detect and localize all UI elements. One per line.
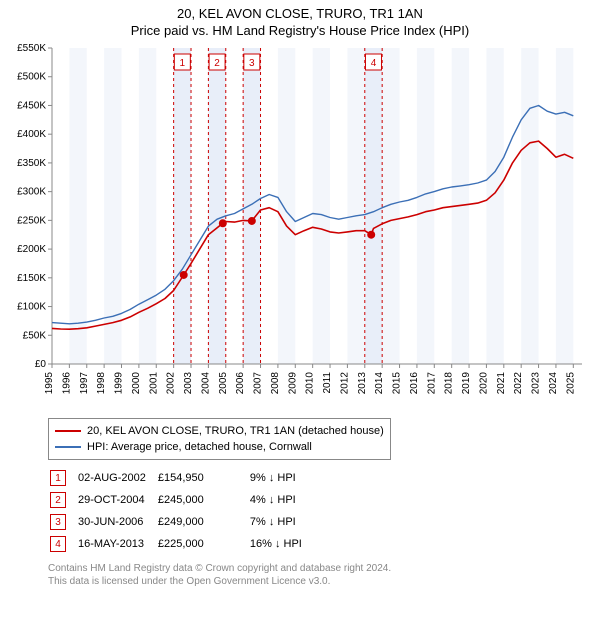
legend-label: HPI: Average price, detached house, Corn… <box>87 439 312 455</box>
sale-price: £154,950 <box>158 468 248 488</box>
title-address: 20, KEL AVON CLOSE, TRURO, TR1 1AN <box>8 6 592 21</box>
legend-swatch <box>55 430 81 432</box>
svg-text:£250K: £250K <box>17 215 46 226</box>
svg-text:£450K: £450K <box>17 100 46 111</box>
footer-line: This data is licensed under the Open Gov… <box>48 575 592 588</box>
svg-text:2007: 2007 <box>253 372 264 395</box>
svg-text:1997: 1997 <box>79 372 90 395</box>
svg-text:£350K: £350K <box>17 158 46 169</box>
svg-text:2004: 2004 <box>200 372 211 395</box>
footer-line: Contains HM Land Registry data © Crown c… <box>48 562 592 575</box>
svg-text:2006: 2006 <box>235 372 246 395</box>
svg-text:2019: 2019 <box>461 372 472 395</box>
svg-text:2025: 2025 <box>565 372 576 395</box>
table-row: 2 29-OCT-2004£245,0004% ↓ HPI <box>50 490 312 510</box>
sale-delta: 9% ↓ HPI <box>250 468 312 488</box>
chart-legend: 20, KEL AVON CLOSE, TRURO, TR1 1AN (deta… <box>48 418 391 460</box>
svg-text:2009: 2009 <box>287 372 298 395</box>
svg-text:2018: 2018 <box>444 372 455 395</box>
svg-text:2001: 2001 <box>148 372 159 395</box>
svg-text:1999: 1999 <box>114 372 125 395</box>
svg-text:£400K: £400K <box>17 129 46 140</box>
svg-text:2002: 2002 <box>166 372 177 395</box>
svg-text:2022: 2022 <box>513 372 524 395</box>
svg-text:2012: 2012 <box>339 372 350 395</box>
svg-text:2010: 2010 <box>305 372 316 395</box>
sale-date: 16-MAY-2013 <box>78 534 156 554</box>
svg-text:2020: 2020 <box>478 372 489 395</box>
svg-text:1998: 1998 <box>96 372 107 395</box>
svg-text:2024: 2024 <box>548 372 559 395</box>
sale-badge-cell: 4 <box>50 534 76 554</box>
sale-number-badge: 3 <box>50 514 66 530</box>
svg-text:2016: 2016 <box>409 372 420 395</box>
svg-text:1: 1 <box>180 58 186 69</box>
sale-badge-cell: 3 <box>50 512 76 532</box>
svg-text:2023: 2023 <box>531 372 542 395</box>
sale-price: £249,000 <box>158 512 248 532</box>
sale-delta: 7% ↓ HPI <box>250 512 312 532</box>
sale-price: £245,000 <box>158 490 248 510</box>
svg-text:1996: 1996 <box>61 372 72 395</box>
sale-date: 29-OCT-2004 <box>78 490 156 510</box>
svg-text:2015: 2015 <box>392 372 403 395</box>
price-chart: £0 £50K £100K £150K £200K £250K £300K £350K £400… <box>8 42 592 412</box>
sale-date: 30-JUN-2006 <box>78 512 156 532</box>
sale-delta: 4% ↓ HPI <box>250 490 312 510</box>
sale-number-badge: 4 <box>50 536 66 552</box>
sale-price: £225,000 <box>158 534 248 554</box>
svg-text:£150K: £150K <box>17 273 46 284</box>
svg-text:£100K: £100K <box>17 302 46 313</box>
sale-delta: 16% ↓ HPI <box>250 534 312 554</box>
sale-number-badge: 2 <box>50 492 66 508</box>
legend-swatch <box>55 446 81 448</box>
title-subtitle: Price paid vs. HM Land Registry's House … <box>8 23 592 38</box>
svg-text:£550K: £550K <box>17 43 46 54</box>
sale-badge-cell: 1 <box>50 468 76 488</box>
sale-date: 02-AUG-2002 <box>78 468 156 488</box>
svg-text:£0: £0 <box>35 359 47 370</box>
svg-text:£500K: £500K <box>17 72 46 83</box>
table-row: 3 30-JUN-2006£249,0007% ↓ HPI <box>50 512 312 532</box>
svg-text:£300K: £300K <box>17 187 46 198</box>
legend-label: 20, KEL AVON CLOSE, TRURO, TR1 1AN (deta… <box>87 423 384 439</box>
svg-text:2017: 2017 <box>426 372 437 395</box>
footer-attribution: Contains HM Land Registry data © Crown c… <box>48 562 592 588</box>
svg-text:2013: 2013 <box>357 372 368 395</box>
svg-text:1995: 1995 <box>44 372 55 395</box>
svg-text:2014: 2014 <box>374 372 385 395</box>
sale-number-badge: 1 <box>50 470 66 486</box>
legend-item: HPI: Average price, detached house, Corn… <box>55 439 384 455</box>
svg-text:£200K: £200K <box>17 244 46 255</box>
legend-item: 20, KEL AVON CLOSE, TRURO, TR1 1AN (deta… <box>55 423 384 439</box>
svg-text:4: 4 <box>371 58 377 69</box>
svg-text:2008: 2008 <box>270 372 281 395</box>
svg-text:2003: 2003 <box>183 372 194 395</box>
svg-text:3: 3 <box>249 58 255 69</box>
svg-text:2000: 2000 <box>131 372 142 395</box>
table-row: 4 16-MAY-2013£225,00016% ↓ HPI <box>50 534 312 554</box>
svg-text:£50K: £50K <box>23 330 47 341</box>
sales-table: 1 02-AUG-2002£154,9509% ↓ HPI 2 29-OCT-2004… <box>48 466 314 556</box>
svg-text:2005: 2005 <box>218 372 229 395</box>
svg-text:2011: 2011 <box>322 372 333 394</box>
svg-text:2021: 2021 <box>496 372 507 395</box>
sale-badge-cell: 2 <box>50 490 76 510</box>
table-row: 1 02-AUG-2002£154,9509% ↓ HPI <box>50 468 312 488</box>
svg-text:2: 2 <box>214 58 220 69</box>
